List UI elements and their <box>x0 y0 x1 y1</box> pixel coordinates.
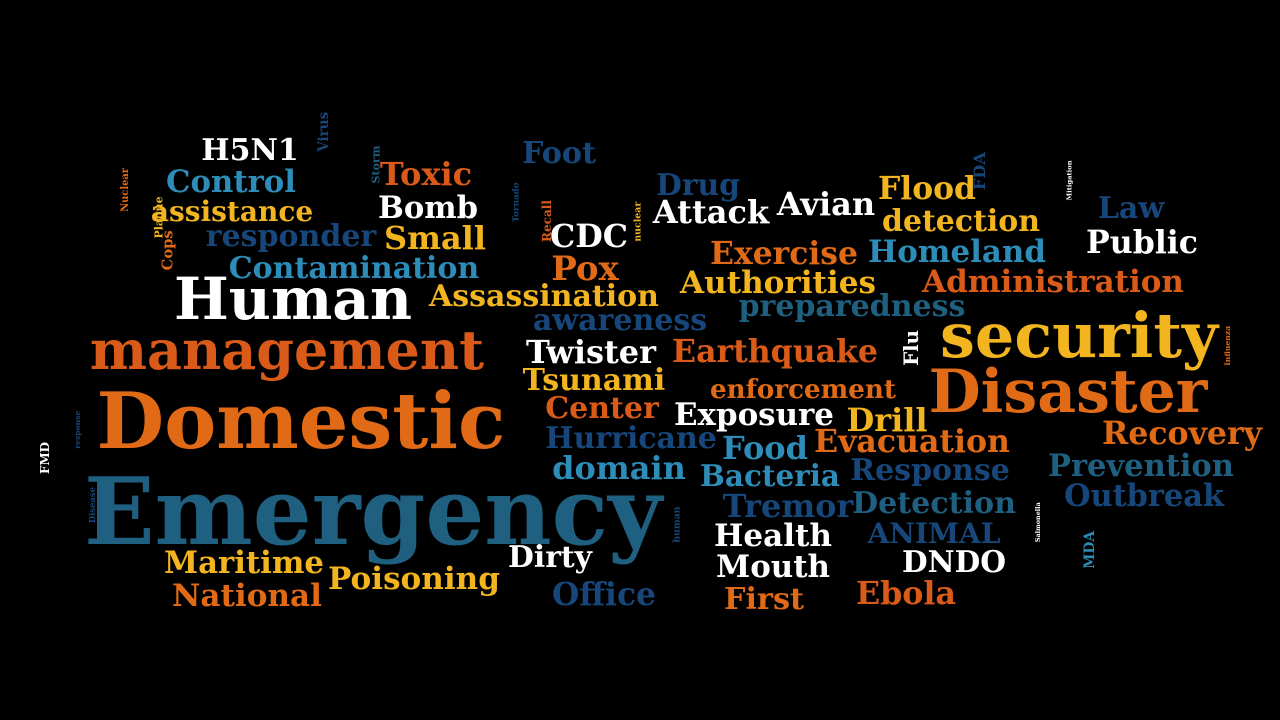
word-emergency: Emergency <box>84 456 662 566</box>
word-administration: Administration <box>922 263 1184 300</box>
word-cdc: CDC <box>550 218 628 256</box>
word-dndo: DNDO <box>902 544 1006 580</box>
word-poisoning: Poisoning <box>328 561 500 598</box>
word-authorities: Authorities <box>680 265 876 302</box>
word-center: Center <box>545 391 659 426</box>
word-pox: Pox <box>551 249 619 289</box>
word-security: security <box>940 299 1218 372</box>
word-response-lower: response <box>73 411 83 449</box>
word-public: Public <box>1086 224 1198 262</box>
word-food: Food <box>722 429 808 467</box>
word-disease: Disease <box>86 487 97 523</box>
word-assistance: assistance <box>150 195 314 228</box>
word-homeland: Homeland <box>868 233 1046 270</box>
word-evacuation: Evacuation <box>814 423 1010 461</box>
word-exposure: Exposure <box>674 396 834 433</box>
word-exercise: Exercise <box>710 235 858 273</box>
word-bacteria: Bacteria <box>700 458 840 494</box>
word-assassination: Assassination <box>429 279 659 314</box>
word-health: Health <box>714 518 832 555</box>
word-responder: responder <box>205 219 377 254</box>
word-tremor: Tremor <box>722 487 854 525</box>
word-virus: Virus <box>316 112 333 152</box>
word-office: Office <box>552 577 656 614</box>
word-control: Control <box>166 163 296 200</box>
word-contamination: Contamination <box>228 251 480 286</box>
word-drill: Drill <box>846 401 928 439</box>
word-drug: Drug <box>656 168 740 204</box>
word-nuclear-lower: nuclear <box>632 202 644 242</box>
word-mouth: Mouth <box>716 548 830 585</box>
word-human-lower: human <box>671 507 683 543</box>
word-domestic: Domestic <box>96 376 506 467</box>
word-preparedness: preparedness <box>738 289 966 324</box>
word-bomb: Bomb <box>378 189 478 226</box>
word-detection-lower: detection <box>882 204 1040 240</box>
word-dirty: Dirty <box>508 540 592 576</box>
word-domain: domain <box>552 449 686 487</box>
word-salmonella: Salmonella <box>1033 502 1042 542</box>
word-twister: Twister <box>526 333 656 371</box>
word-toxic: Toxic <box>379 155 473 193</box>
word-avian: Avian <box>776 185 876 223</box>
word-tornado: Tornado <box>511 182 522 222</box>
word-mda: MDA <box>1082 531 1099 569</box>
word-influenza: Influenza <box>1223 326 1233 366</box>
word-storm: Storm <box>369 146 383 184</box>
word-flu: Flu <box>899 330 924 366</box>
word-detection-upper: Detection <box>852 485 1016 521</box>
word-fmd: FMD <box>38 442 53 474</box>
word-management: management <box>89 318 485 382</box>
word-disaster: Disaster <box>928 357 1208 427</box>
word-h5n1: H5N1 <box>201 133 299 168</box>
word-recall: Recall <box>539 200 554 242</box>
word-enforcement: enforcement <box>710 373 896 405</box>
word-flood: Flood <box>878 171 976 208</box>
word-awareness: awareness <box>532 303 708 338</box>
word-attack: Attack <box>652 193 770 231</box>
word-earthquake: Earthquake <box>672 333 878 371</box>
word-cops: Cops <box>159 230 177 270</box>
word-ebola: Ebola <box>856 575 956 613</box>
word-law: Law <box>1097 191 1165 226</box>
word-national: National <box>172 578 322 615</box>
word-response-upper: Response <box>850 453 1010 488</box>
word-small: Small <box>384 219 486 257</box>
word-prevention: Prevention <box>1048 447 1234 484</box>
word-hurricane: Hurricane <box>545 421 717 456</box>
word-maritime: Maritime <box>164 544 324 581</box>
word-mitigation: Mitigation <box>1065 160 1074 200</box>
word-tsunami: Tsunami <box>522 363 666 398</box>
word-first: First <box>724 581 804 617</box>
word-foot: Foot <box>522 135 596 171</box>
word-recovery: Recovery <box>1102 415 1262 453</box>
word-nuclear-upper: Nuclear <box>120 168 132 212</box>
word-animal: ANIMAL <box>867 517 1001 550</box>
word-outbreak: Outbreak <box>1064 477 1224 514</box>
word-fda: FDA <box>969 152 989 190</box>
word-human: Human <box>173 265 413 333</box>
